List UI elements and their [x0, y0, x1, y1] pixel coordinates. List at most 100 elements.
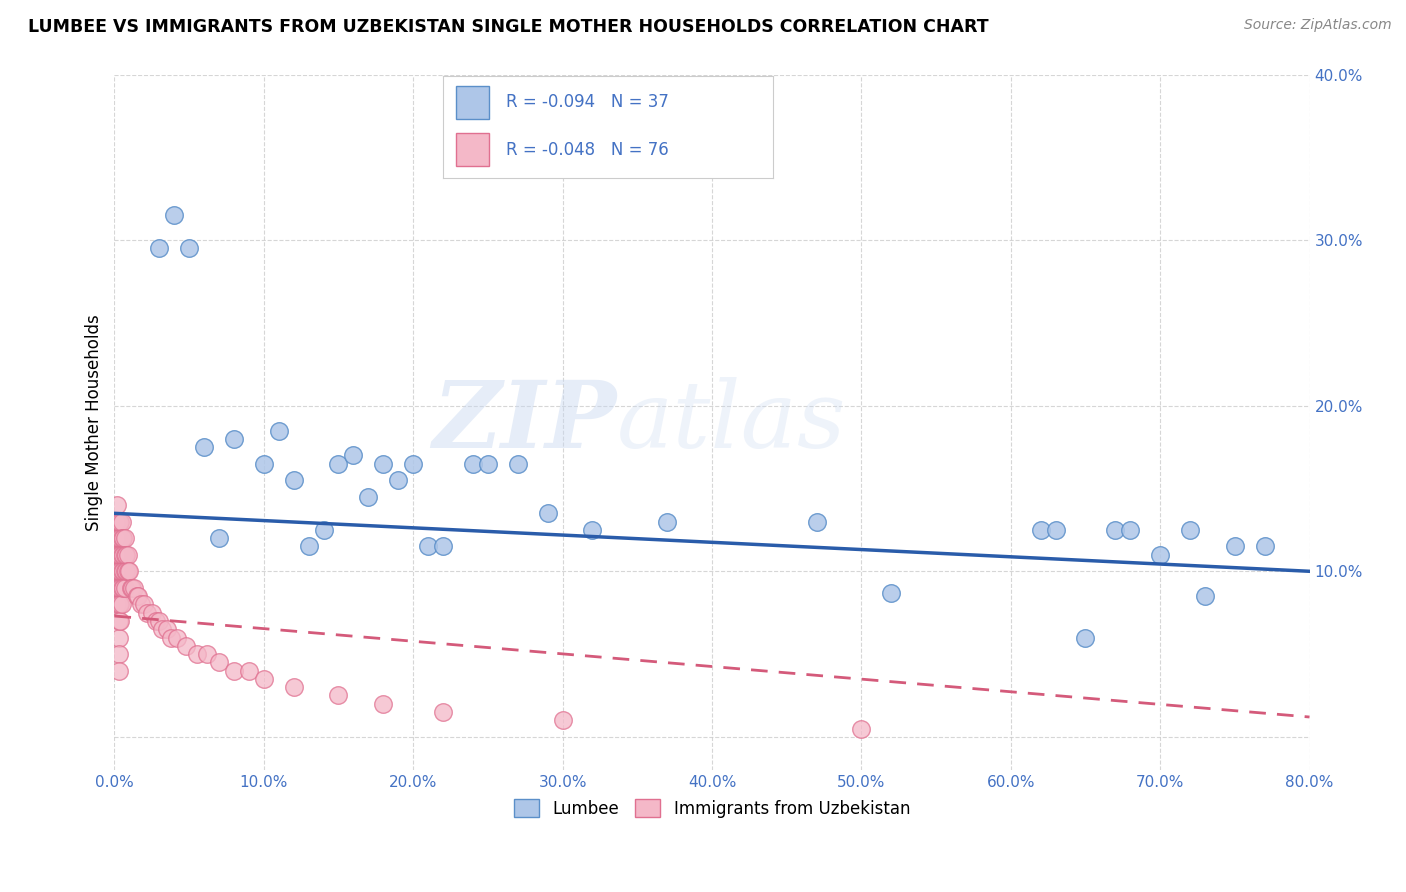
- Point: [121, 581, 143, 595]
- Point: [253, 672, 276, 686]
- Point: [1223, 540, 1246, 554]
- Point: [432, 705, 454, 719]
- Point: [402, 457, 425, 471]
- Point: [1029, 523, 1052, 537]
- Point: [141, 606, 163, 620]
- Point: [104, 548, 127, 562]
- Point: [297, 540, 319, 554]
- Point: [312, 523, 335, 537]
- Point: [105, 548, 128, 562]
- Point: [111, 531, 134, 545]
- Point: [477, 457, 499, 471]
- Point: [208, 531, 231, 545]
- Point: [104, 581, 127, 595]
- Point: [115, 548, 138, 562]
- Point: [111, 581, 134, 595]
- Point: [148, 241, 170, 255]
- Bar: [456, 87, 489, 119]
- Point: [174, 639, 197, 653]
- Point: [122, 581, 145, 595]
- Point: [195, 647, 218, 661]
- Point: [551, 714, 574, 728]
- Point: [156, 622, 179, 636]
- Point: [111, 548, 134, 562]
- Point: [110, 515, 132, 529]
- Point: [357, 490, 380, 504]
- Point: [1178, 523, 1201, 537]
- Point: [108, 664, 131, 678]
- Point: [150, 622, 173, 636]
- Point: [1149, 548, 1171, 562]
- Point: [1194, 589, 1216, 603]
- Point: [283, 680, 305, 694]
- Point: [1104, 523, 1126, 537]
- Point: [114, 564, 136, 578]
- Text: Source: ZipAtlas.com: Source: ZipAtlas.com: [1244, 18, 1392, 32]
- Point: [104, 531, 127, 545]
- Point: [387, 473, 409, 487]
- Point: [342, 449, 364, 463]
- Point: [118, 564, 141, 578]
- Point: [112, 531, 135, 545]
- Point: [105, 564, 128, 578]
- Point: [416, 540, 439, 554]
- Point: [105, 598, 128, 612]
- Point: [115, 564, 138, 578]
- Point: [105, 498, 128, 512]
- Point: [111, 564, 134, 578]
- Point: [110, 564, 132, 578]
- Point: [129, 598, 152, 612]
- Point: [238, 664, 260, 678]
- Point: [104, 515, 127, 529]
- Point: [114, 548, 136, 562]
- Point: [222, 432, 245, 446]
- Point: [112, 564, 135, 578]
- Point: [537, 506, 560, 520]
- Point: [461, 457, 484, 471]
- Point: [267, 424, 290, 438]
- Point: [1045, 523, 1067, 537]
- Point: [117, 548, 139, 562]
- Point: [105, 515, 128, 529]
- Point: [108, 531, 131, 545]
- Point: [373, 457, 395, 471]
- Legend: Lumbee, Immigrants from Uzbekistan: Lumbee, Immigrants from Uzbekistan: [508, 793, 917, 824]
- Bar: [456, 133, 489, 166]
- Point: [806, 515, 828, 529]
- Point: [110, 614, 132, 628]
- Text: LUMBEE VS IMMIGRANTS FROM UZBEKISTAN SINGLE MOTHER HOUSEHOLDS CORRELATION CHART: LUMBEE VS IMMIGRANTS FROM UZBEKISTAN SIN…: [28, 18, 988, 36]
- Text: ZIP: ZIP: [432, 377, 616, 467]
- Point: [432, 540, 454, 554]
- Point: [880, 586, 903, 600]
- Point: [114, 531, 136, 545]
- Text: atlas: atlas: [616, 377, 846, 467]
- Point: [110, 581, 132, 595]
- Point: [110, 531, 132, 545]
- Point: [125, 589, 148, 603]
- Point: [117, 564, 139, 578]
- Point: [114, 581, 136, 595]
- Point: [108, 564, 131, 578]
- Point: [328, 689, 350, 703]
- Point: [112, 548, 135, 562]
- Point: [1254, 540, 1277, 554]
- Point: [104, 564, 127, 578]
- Point: [328, 457, 350, 471]
- Point: [108, 614, 131, 628]
- Point: [208, 656, 231, 670]
- Point: [105, 581, 128, 595]
- Point: [163, 208, 186, 222]
- Text: R = -0.094   N = 37: R = -0.094 N = 37: [506, 94, 668, 112]
- Point: [120, 581, 142, 595]
- Point: [193, 440, 215, 454]
- Point: [111, 598, 134, 612]
- Point: [283, 473, 305, 487]
- Point: [108, 548, 131, 562]
- Point: [111, 515, 134, 529]
- Point: [253, 457, 276, 471]
- Point: [160, 631, 183, 645]
- Point: [112, 581, 135, 595]
- Point: [110, 598, 132, 612]
- Point: [581, 523, 603, 537]
- Point: [373, 697, 395, 711]
